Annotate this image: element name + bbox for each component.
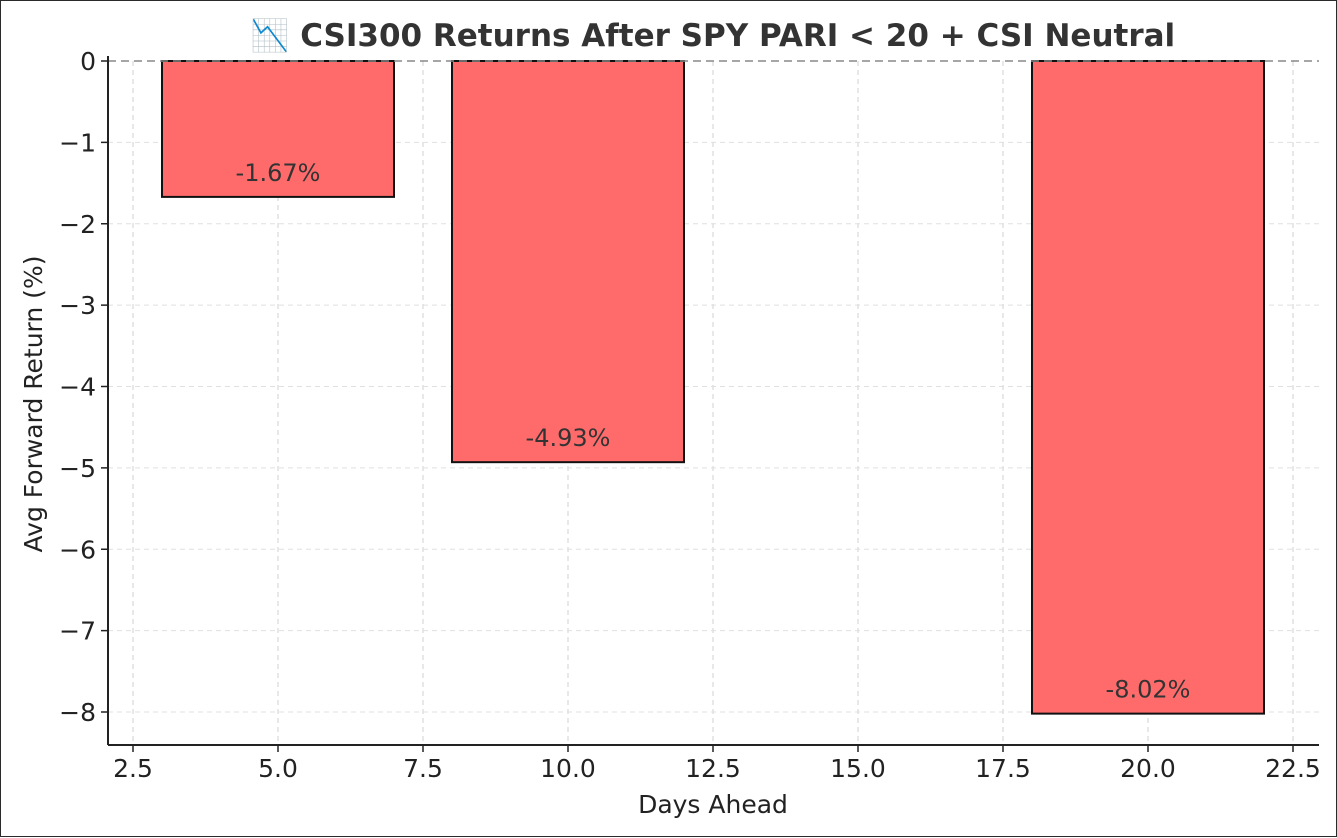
x-tick-label: 7.5 <box>403 754 443 783</box>
y-tick-label: −1 <box>59 128 96 157</box>
bar-data-label: -4.93% <box>526 424 611 452</box>
bar <box>161 60 395 198</box>
y-tick-label: −3 <box>59 291 96 320</box>
x-tick-label: 2.5 <box>113 754 153 783</box>
bars <box>161 60 1265 715</box>
x-tick-label: 22.5 <box>1265 754 1321 783</box>
y-tick-label: −7 <box>59 617 96 646</box>
bar-data-label: -8.02% <box>1106 676 1191 704</box>
axes: 2.5 5.0 7.5 10.0 12.5 15.0 17.5 20.0 22.5 0 −1 −2 −3… <box>59 47 1321 783</box>
y-tick-label: −8 <box>59 698 96 727</box>
x-tick-label: 15.0 <box>830 754 886 783</box>
x-tick-label: 10.0 <box>540 754 596 783</box>
x-tick-label: 17.5 <box>975 754 1031 783</box>
x-axis-label: Days Ahead <box>638 790 788 819</box>
y-tick-label: −2 <box>59 210 96 239</box>
data-labels: -1.67% -4.93% -8.02% <box>236 159 1191 704</box>
y-tick-label: −5 <box>59 454 96 483</box>
chart-title: 📉 CSI300 Returns After SPY PARI < 20 + C… <box>251 17 1175 54</box>
x-tick-label: 12.5 <box>685 754 741 783</box>
x-tick-label: 5.0 <box>258 754 298 783</box>
y-axis-label: Avg Forward Return (%) <box>19 256 48 553</box>
y-tick-label: 0 <box>80 47 96 76</box>
bar <box>451 60 685 464</box>
y-tick-label: −6 <box>59 535 96 564</box>
bar <box>1031 60 1265 715</box>
x-tick-label: 20.0 <box>1120 754 1176 783</box>
bar-data-label: -1.67% <box>236 159 321 187</box>
y-tick-label: −4 <box>59 373 96 402</box>
